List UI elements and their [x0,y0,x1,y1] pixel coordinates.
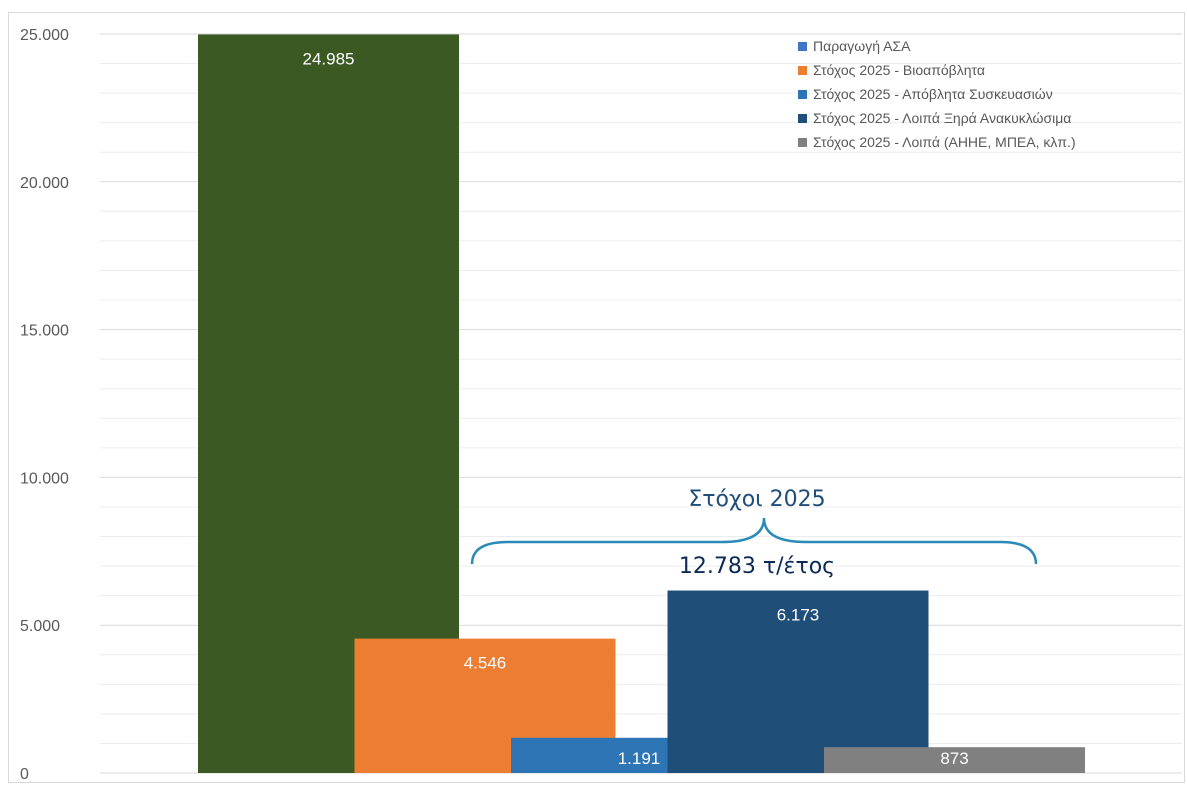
y-tick-label: 0 [20,766,29,783]
legend: Παραγωγή ΑΣΑ Στόχος 2025 - Βιοαπόβλητα Στό… [798,38,1076,150]
legend-label: Στόχος 2025 - Λοιπά (ΑΗΗΕ, ΜΠΕΑ, κλπ.) [813,134,1076,150]
legend-label: Στόχος 2025 - Βιοαπόβλητα [813,62,985,78]
annotation-title: Στόχοι 2025 [688,487,825,512]
legend-swatch [798,90,807,99]
targets-annotation: Στόχοι 2025 12.783 τ/έτος [470,487,1038,579]
data-label: 24.985 [303,49,355,68]
legend-label: Στόχος 2025 - Λοιπά Ξηρά Ανακυκλώσιμα [813,110,1071,126]
data-label: 873 [940,749,968,768]
data-label: 6.173 [777,606,820,625]
data-label: 1.191 [618,749,661,768]
legend-label: Στόχος 2025 - Απόβλητα Συσκευασιών [813,86,1053,102]
y-tick-label: 25.000 [20,27,69,44]
legend-swatch [798,138,807,147]
y-tick-label: 15.000 [20,323,69,340]
y-tick-label: 5.000 [20,618,60,635]
y-tick-label: 10.000 [20,470,69,487]
y-axis: 0 5.000 10.000 15.000 20.000 25.000 [20,27,69,783]
y-tick-label: 20.000 [20,175,69,192]
bar-labels: 24.985 4.546 1.191 6.173 873 [303,49,969,768]
annotation-total: 12.783 τ/έτος [679,554,835,579]
annotation-brace [470,517,1038,565]
data-label: 4.546 [464,654,507,673]
bars [198,34,1085,773]
bar [667,590,929,773]
bar [824,747,1085,773]
legend-swatch [798,42,807,51]
legend-swatch [798,114,807,123]
legend-swatch [798,66,807,75]
legend-label: Παραγωγή ΑΣΑ [813,38,911,54]
